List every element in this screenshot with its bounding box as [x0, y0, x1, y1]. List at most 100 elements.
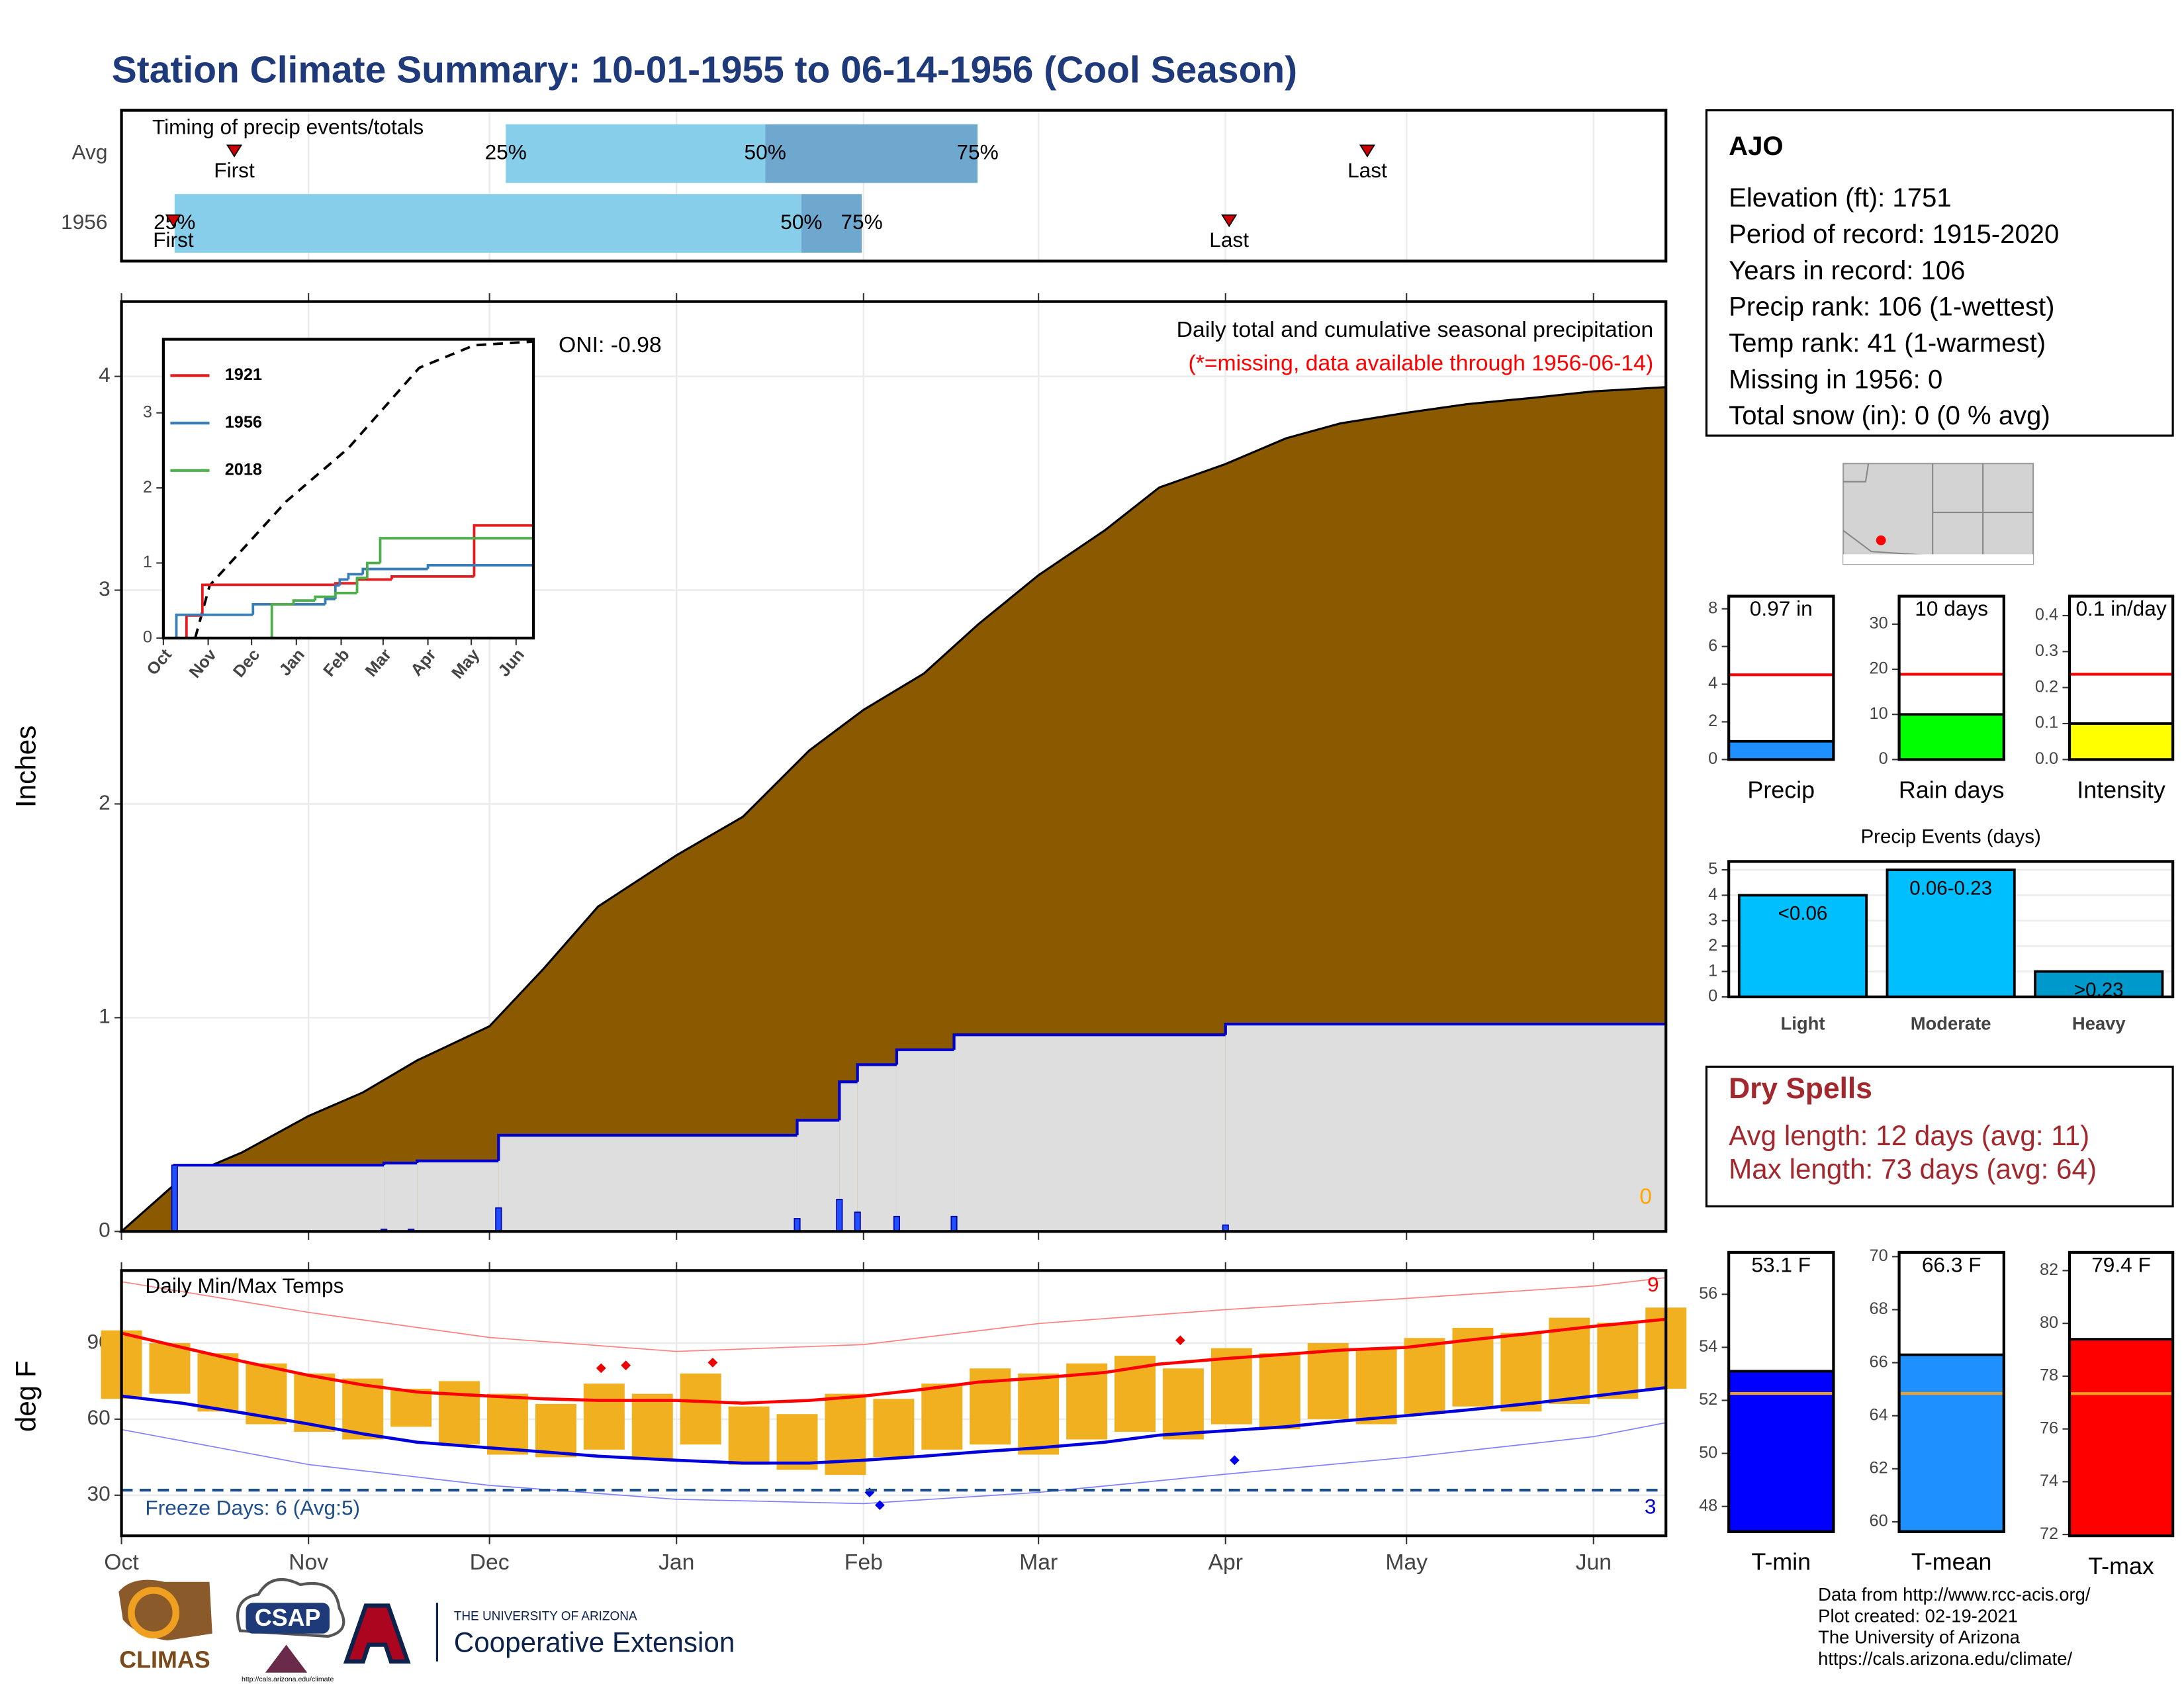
y-tick-label: 2	[99, 790, 111, 814]
step-line	[952, 1033, 1226, 1050]
daily-temp-bar	[1162, 1368, 1204, 1440]
daily-bar	[836, 1199, 843, 1233]
daily-temp-bar	[1597, 1323, 1639, 1399]
map-frame	[1843, 463, 2034, 565]
step-line	[895, 1048, 954, 1065]
step-line	[175, 613, 253, 638]
plot-frame	[1727, 860, 2175, 999]
y-tick-label: 72	[2040, 1524, 2058, 1543]
daily-temp-bar	[728, 1406, 770, 1465]
daily-temp-bar	[1259, 1353, 1300, 1430]
step-line	[416, 1159, 499, 1163]
event-label: First	[153, 228, 194, 252]
event-label: First	[214, 158, 255, 182]
y-tick-label: 10	[1870, 704, 1888, 723]
cumulative-fill	[896, 1049, 954, 1232]
cumulative-fill	[1225, 1024, 1666, 1232]
temp-line	[121, 1386, 1666, 1465]
plot-background	[1729, 596, 1834, 760]
category-label: Rain days	[1899, 776, 2004, 803]
station-line: Precip rank: 106 (1-wettest)	[1729, 293, 2054, 322]
quartile-bar	[506, 124, 766, 183]
daily-temp-bar	[535, 1403, 576, 1458]
y-tick-label: 3	[1708, 910, 1717, 929]
quartile-bar	[174, 194, 801, 253]
record-point	[875, 1500, 885, 1511]
credit-line: Plot created: 02-19-2021	[1818, 1605, 2018, 1626]
y-tick-label: 78	[2040, 1366, 2058, 1385]
y-tick-label: 60	[87, 1405, 110, 1429]
daily-bar	[794, 1218, 801, 1233]
y-tick-label: 4	[99, 363, 111, 387]
step-line	[426, 563, 534, 569]
step-line	[365, 561, 381, 579]
event-marker	[1359, 144, 1376, 158]
value-label: 53.1 F	[1751, 1252, 1811, 1276]
value-label: <0.06	[1778, 903, 1828, 925]
y-tick-label: 54	[1699, 1337, 1717, 1356]
x-tick-label: Jun	[1576, 1550, 1612, 1575]
daily-temp-bar	[486, 1393, 528, 1455]
daily-temp-bar	[631, 1393, 673, 1460]
plot-frame	[1897, 594, 2005, 761]
row-label: Avg	[72, 140, 108, 164]
plot-frame	[161, 338, 535, 640]
daily-temp-bar	[1018, 1373, 1060, 1455]
y-tick-label: 52	[1699, 1390, 1717, 1409]
record-point	[1175, 1335, 1185, 1346]
y-tick-label: 8	[1708, 598, 1717, 617]
station-line: Period of record: 1915-2020	[1729, 220, 2059, 249]
y-tick-label: 1	[1708, 961, 1717, 980]
daily-temp-bar	[776, 1414, 818, 1470]
credit-line: Data from http://www.rcc-acis.org/	[1818, 1584, 2091, 1605]
daily-temp-bar	[197, 1353, 239, 1412]
step-line	[347, 573, 363, 580]
cumulative-fill	[857, 1064, 897, 1232]
csap-mountain	[265, 1644, 308, 1673]
step-line	[390, 575, 475, 580]
cumulative-fill	[797, 1120, 840, 1232]
y-tick-label: 48	[1699, 1496, 1717, 1515]
y-tick-label: 2	[1708, 936, 1717, 955]
cumulative-fill	[384, 1162, 418, 1232]
y-tick-label: 64	[1870, 1405, 1888, 1424]
y-tick-label: 74	[2040, 1472, 2058, 1490]
plot-background	[163, 339, 534, 638]
y-tick-label: 60	[1870, 1512, 1888, 1530]
x-tick-label: Oct	[104, 1550, 139, 1575]
daily-bar	[854, 1211, 861, 1233]
annotation: ONI: -0.98	[559, 332, 662, 357]
category-label: T-max	[2088, 1553, 2154, 1579]
y-tick-label: 30	[87, 1481, 110, 1505]
y-tick-label: 2	[143, 478, 152, 496]
freeze-label: Freeze Days: 6 (Avg:5)	[145, 1495, 360, 1519]
bar	[2068, 722, 2175, 761]
cumulative-fill	[174, 1165, 385, 1232]
y-tick-label: 62	[1870, 1459, 1888, 1477]
ua-logo	[343, 1603, 411, 1664]
bar	[1727, 739, 1835, 761]
value-label: 10 days	[1915, 596, 1988, 620]
y-tick-label: 0.3	[2035, 641, 2058, 660]
temp-line	[121, 1422, 1666, 1505]
y-tick-label: 50	[1699, 1443, 1717, 1462]
step-line	[338, 578, 349, 586]
station-line: Total snow (in): 0 (0 % avg)	[1729, 401, 2050, 430]
y-tick-label: 3	[143, 402, 152, 421]
y-tick-label: 4	[1708, 674, 1717, 692]
station-line: Temp rank: 41 (1-warmest)	[1729, 329, 2046, 358]
daily-temp-bar	[583, 1383, 625, 1450]
step-line	[314, 595, 336, 601]
bar	[1727, 1370, 1835, 1533]
csap-url: http://cals.arizona.edu/climate	[242, 1675, 334, 1683]
quartile-label: 75%	[956, 140, 998, 164]
value-label: 0.06-0.23	[1909, 877, 1992, 899]
station-dot	[1876, 535, 1886, 545]
y-tick-label: 56	[1699, 1284, 1717, 1303]
y-tick-label: 80	[2040, 1313, 2058, 1332]
station-line: Missing in 1956: 0	[1729, 365, 1942, 394]
daily-bar	[950, 1215, 958, 1233]
extension-text: Cooperative Extension	[454, 1627, 735, 1658]
csap-text: CSAP	[255, 1605, 321, 1631]
location-map	[1843, 463, 2034, 565]
